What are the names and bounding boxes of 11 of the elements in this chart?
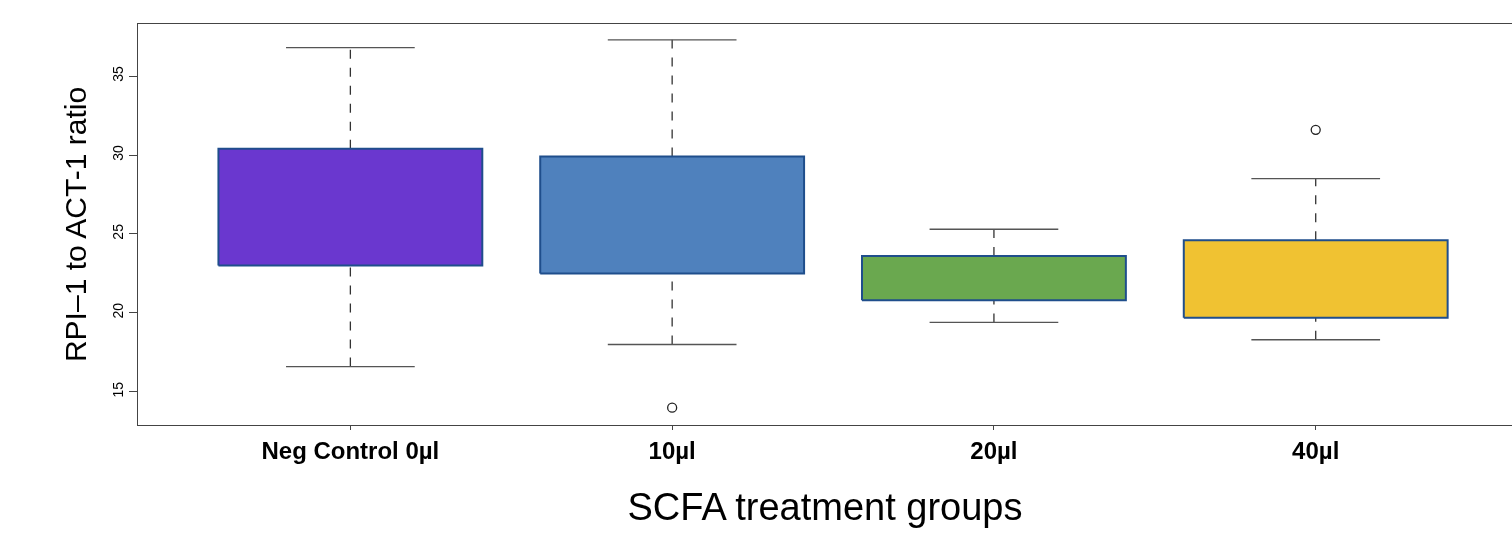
x-axis-title: SCFA treatment groups [627,485,1023,528]
x-tick-label: 40µl [1292,436,1340,464]
y-axis-title: RPI–1 to ACT-1 ratio [59,86,93,363]
y-tick-label: 35 [110,66,127,82]
x-tick-label: 20µl [970,436,1018,464]
y-tick-label: 15 [110,381,127,398]
y-tick-label: 25 [110,223,127,240]
x-tick-label: 10µl [648,436,696,464]
y-tick-label: 20 [110,302,127,319]
x-tick-label: Neg Control 0µl [261,436,440,464]
y-tick-label: 30 [110,144,127,161]
